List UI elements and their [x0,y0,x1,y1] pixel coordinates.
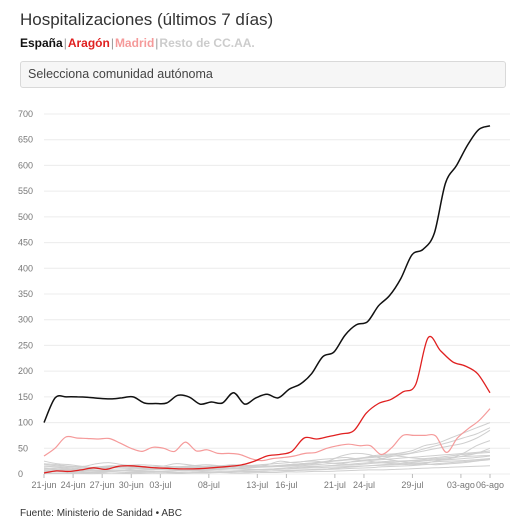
y-tick-label: 150 [18,392,33,402]
y-tick-label: 0 [18,469,23,479]
x-tick-label: 03-jul [149,480,171,490]
community-selector[interactable]: Selecciona comunidad autónoma [20,61,506,88]
y-axis: 0 50 100 150 200 250 300 350 400 450 500 550 600 650 7… [18,109,33,479]
x-tick-label: 08-jul [198,480,220,490]
legend: España|Aragón|Madrid|Resto de CC.AA. [20,36,255,50]
legend-item-aragon[interactable]: Aragón [67,36,110,50]
x-tick-label: 29-jul [401,480,423,490]
y-tick-label: 100 [18,418,33,428]
legend-separator: | [110,36,114,50]
series-line-madrid[interactable] [43,408,491,462]
x-tick-label: 24-jul [353,480,375,490]
x-tick-label: 27-jun [90,480,115,490]
community-selector-placeholder: Selecciona comunidad autónoma [28,67,213,81]
x-tick-label: 13-jul [246,480,268,490]
x-tick-label: 03-ago [447,480,475,490]
x-tick-label: 30-jun [119,480,144,490]
series-line-aragon[interactable] [43,335,491,474]
y-tick-label: 200 [18,366,33,376]
legend-item-espana[interactable]: España [20,36,63,50]
source-note: Fuente: Ministerio de Sanidad • ABC [20,508,182,519]
y-tick-label: 700 [18,109,33,119]
x-axis: 21-jun 24-jun 27-jun 30-jun 03-jul 08-jul 13-j… [31,474,504,490]
y-tick-label: 250 [18,340,33,350]
legend-item-madrid[interactable]: Madrid [114,36,155,50]
chart-title: Hospitalizaciones (últimos 7 días) [20,10,274,29]
legend-separator: | [155,36,159,50]
y-tick-label: 550 [18,186,33,196]
chart-gridlines [44,113,510,475]
y-tick-label: 50 [18,443,28,453]
x-tick-label: 21-jul [324,480,346,490]
y-tick-label: 500 [18,212,33,222]
line-chart: 0 50 100 150 200 250 300 350 400 450 500 550 600 650 7… [18,109,510,490]
legend-separator: | [63,36,67,50]
series-line-resto-13 [43,465,491,475]
legend-item-resto[interactable]: Resto de CC.AA. [159,36,255,50]
x-tick-label: 06-ago [476,480,504,490]
x-tick-label: 16-jul [275,480,297,490]
y-tick-label: 650 [18,135,33,145]
y-tick-label: 350 [18,289,33,299]
x-tick-label: 21-jun [31,480,56,490]
series-line-espana[interactable] [43,125,491,423]
highlighted-series-group [43,125,491,474]
y-tick-label: 400 [18,263,33,273]
x-tick-label: 24-jun [61,480,86,490]
y-tick-label: 300 [18,315,33,325]
y-tick-label: 450 [18,238,33,248]
y-tick-label: 600 [18,160,33,170]
series-line-resto-12 [43,455,491,472]
